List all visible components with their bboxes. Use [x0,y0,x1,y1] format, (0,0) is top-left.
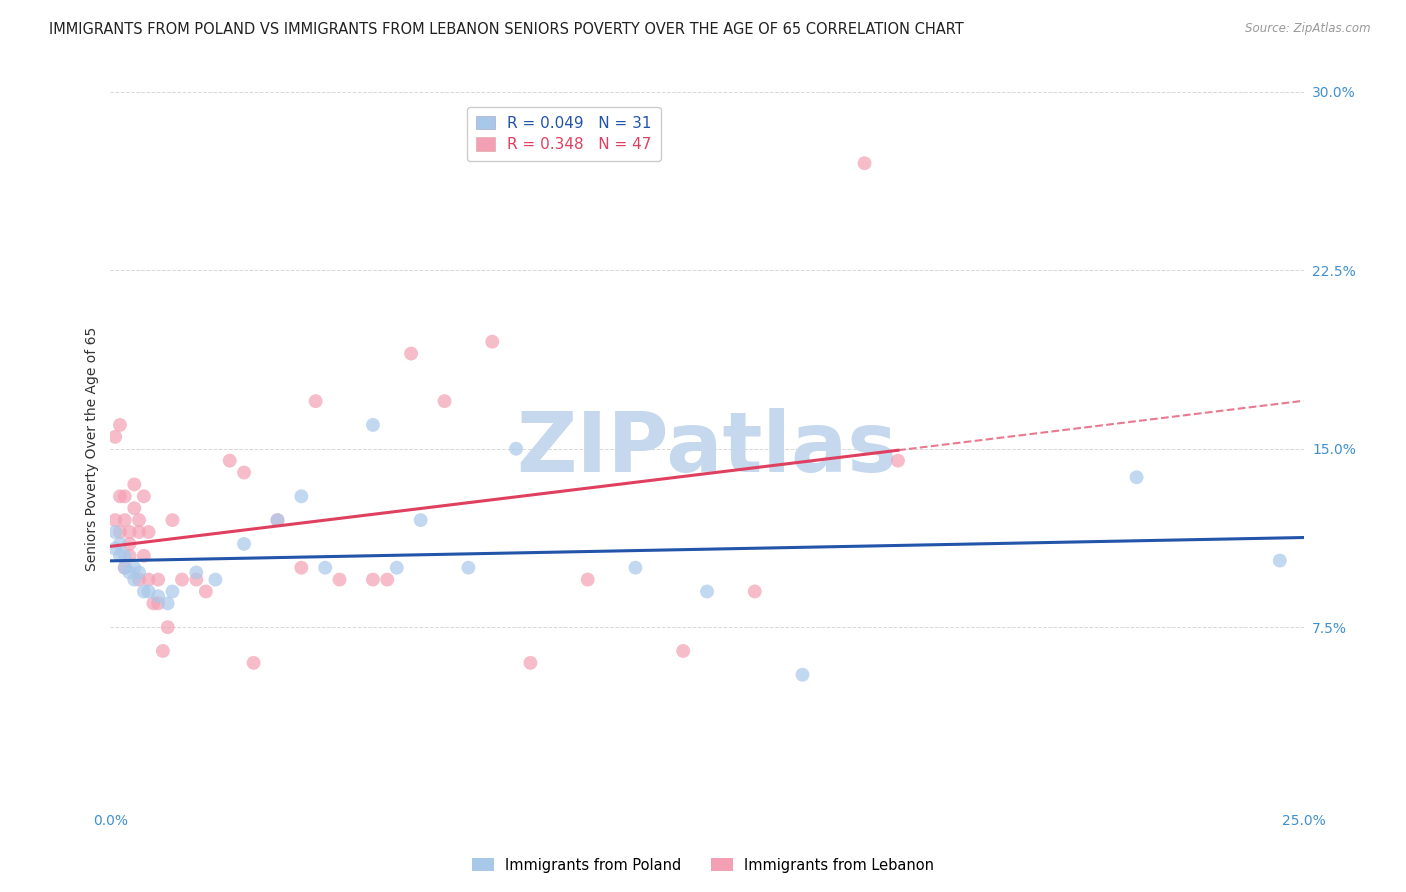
Text: Source: ZipAtlas.com: Source: ZipAtlas.com [1246,22,1371,36]
Point [138,584,160,599]
Point [128,573,150,587]
Point [142,596,165,610]
Point [576,573,599,587]
Legend: Immigrants from Poland, Immigrants from Lebanon: Immigrants from Poland, Immigrants from … [464,851,942,880]
Point [108,524,131,539]
Point [744,584,766,599]
Point [124,477,146,491]
Point [146,573,169,587]
Point [138,524,160,539]
Point [128,513,150,527]
Point [118,524,141,539]
Point [114,513,136,527]
Point [156,620,179,634]
Point [114,560,136,574]
Point [162,584,184,599]
Point [138,573,160,587]
Point [1268,553,1291,567]
Point [481,334,503,349]
Point [104,524,127,539]
Point [290,489,312,503]
Point [1125,470,1147,484]
Point [124,560,146,574]
Point [361,417,384,432]
Point [114,549,136,563]
Point [853,156,876,170]
Point [104,541,127,556]
Point [104,430,127,444]
Point [290,560,312,574]
Point [624,560,647,574]
Point [204,573,226,587]
Point [266,513,288,527]
Point [399,346,422,360]
Point [152,644,174,658]
Point [233,466,256,480]
Point [108,549,131,563]
Point [108,417,131,432]
Point [186,573,208,587]
Point [124,573,146,587]
Point [266,513,288,527]
Point [304,394,326,409]
Point [242,656,264,670]
Point [409,513,432,527]
Point [385,560,408,574]
Point [233,537,256,551]
Point [114,560,136,574]
Point [104,513,127,527]
Point [170,573,193,587]
Point [792,667,814,681]
Legend: R = 0.049   N = 31, R = 0.348   N = 47: R = 0.049 N = 31, R = 0.348 N = 47 [467,107,661,161]
Point [519,656,541,670]
Point [124,501,146,516]
Point [132,549,155,563]
Point [887,453,910,467]
Point [457,560,479,574]
Point [186,566,208,580]
Point [108,489,131,503]
Point [156,596,179,610]
Point [132,584,155,599]
Point [505,442,527,456]
Point [108,537,131,551]
Point [375,573,398,587]
Point [146,596,169,610]
Point [218,453,240,467]
Text: ZIPatlas: ZIPatlas [516,409,897,489]
Point [118,566,141,580]
Point [194,584,217,599]
Point [146,589,169,603]
Point [118,549,141,563]
Point [433,394,456,409]
Point [118,537,141,551]
Point [314,560,336,574]
Point [672,644,695,658]
Point [114,489,136,503]
Point [361,573,384,587]
Point [132,489,155,503]
Point [128,566,150,580]
Point [328,573,350,587]
Text: IMMIGRANTS FROM POLAND VS IMMIGRANTS FROM LEBANON SENIORS POVERTY OVER THE AGE O: IMMIGRANTS FROM POLAND VS IMMIGRANTS FRO… [49,22,965,37]
Point [128,524,150,539]
Point [162,513,184,527]
Y-axis label: Seniors Poverty Over the Age of 65: Seniors Poverty Over the Age of 65 [86,326,100,571]
Point [696,584,718,599]
